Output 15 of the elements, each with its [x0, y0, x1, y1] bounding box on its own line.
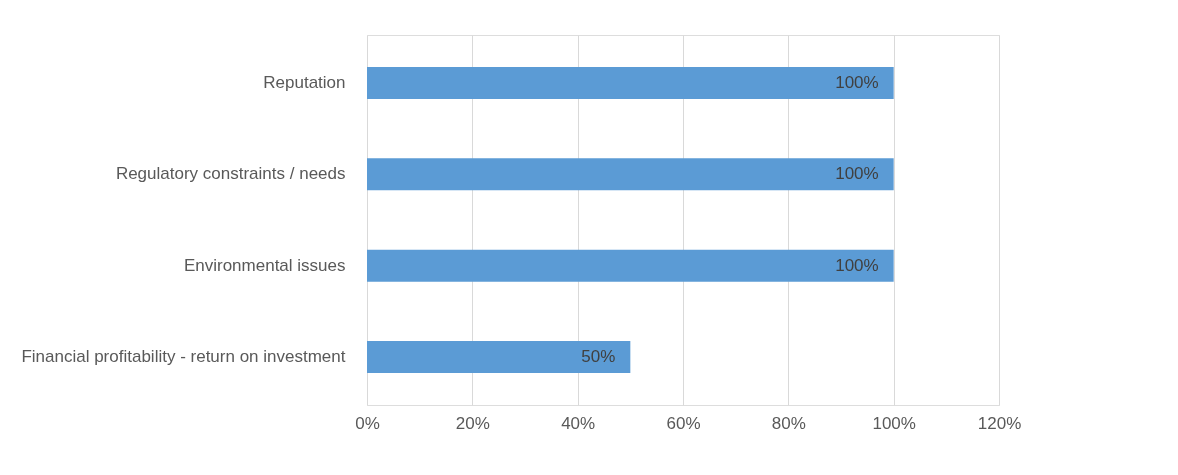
- x-tick-label: 60%: [666, 413, 701, 433]
- x-tick-label: 100%: [872, 413, 916, 433]
- y-tick-label: Regulatory constraints / needs: [115, 164, 346, 184]
- data-label: 100%: [835, 72, 879, 92]
- data-label: 50%: [581, 347, 616, 367]
- x-tick-label: 40%: [561, 413, 596, 433]
- x-tick-label: 120%: [977, 413, 1022, 433]
- data-label: 100%: [835, 164, 879, 184]
- x-tick-label: 0%: [355, 413, 380, 433]
- y-tick-label: Financial profitability - return on investment: [21, 347, 346, 367]
- y-tick-label: Reputation: [263, 72, 346, 92]
- data-label: 100%: [835, 255, 879, 275]
- y-tick-label: Environmental issues: [183, 255, 346, 275]
- x-tick-label: 20%: [455, 413, 490, 433]
- x-tick-label: 80%: [771, 413, 806, 433]
